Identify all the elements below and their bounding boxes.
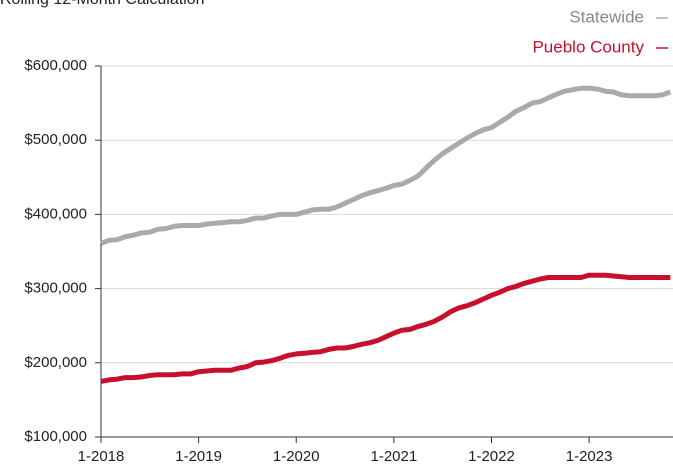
y-tick-label: $400,000 — [24, 205, 87, 222]
legend-label: Statewide — [569, 7, 644, 26]
x-tick-label: 1-2020 — [273, 448, 320, 465]
legend-label: Pueblo County — [532, 37, 644, 56]
x-tick-label: 1-2019 — [175, 448, 222, 465]
x-tick-label: 1-2021 — [371, 448, 418, 465]
y-tick-label: $600,000 — [24, 57, 87, 74]
y-tick-label: $100,000 — [24, 428, 87, 445]
x-tick-label: 1-2023 — [566, 448, 613, 465]
x-tick-label: 1-2018 — [78, 448, 125, 465]
series-line — [100, 272, 671, 384]
x-tick-label: 1-2022 — [468, 448, 515, 465]
y-tick-label: $300,000 — [24, 280, 87, 297]
y-tick-label: $200,000 — [24, 354, 87, 371]
series-line — [100, 85, 672, 246]
y-tick-label: $500,000 — [24, 131, 87, 148]
chart-title: Rolling 12-Month Calculation — [0, 0, 205, 8]
